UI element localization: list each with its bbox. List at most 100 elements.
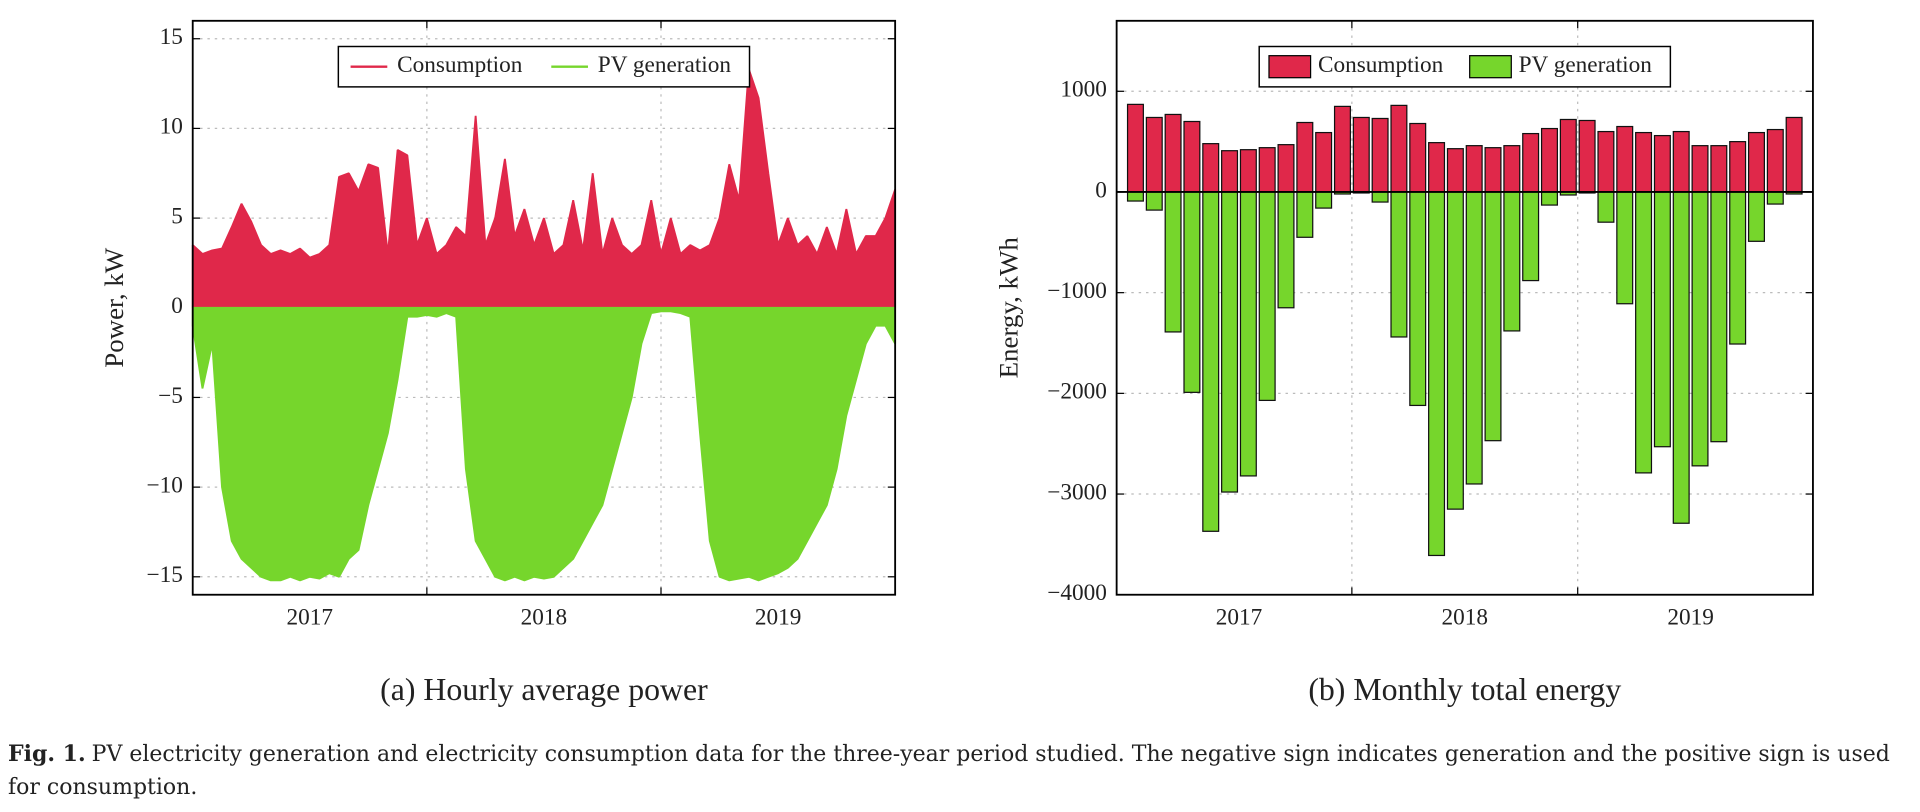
bar [1258,147,1276,193]
y-tick-label: −4000 [1047,580,1107,606]
bar [1277,191,1295,309]
bar [1578,119,1596,193]
y-tick-label: 10 [160,114,183,140]
bar [1616,125,1634,193]
bar [1503,145,1521,193]
bar [1333,105,1351,193]
bar [1239,149,1257,193]
y-tick-label: −15 [147,562,183,588]
bar [1766,191,1784,205]
area [191,306,897,582]
y-tick-label: −1000 [1047,278,1107,304]
figure: −15 −10 −5 0 5 10 15 2017 2018 2019 Consumption PV … [99,19,1814,707]
y-tick-label: 0 [1095,177,1107,203]
bar [1126,103,1144,193]
bar [1446,191,1464,510]
bar [1635,191,1653,474]
y-tick-label: −5 [158,383,183,409]
legend-swatch [1469,55,1512,79]
bar [1597,191,1615,223]
bar [1164,191,1182,333]
bar [1540,191,1558,206]
legend-label: Consumption [397,52,523,78]
bar [1239,191,1257,477]
bar [1635,131,1653,193]
area [191,68,897,309]
bar [1277,144,1295,193]
bar [1484,191,1502,442]
x-tick-label: 2017 [1216,605,1263,631]
y-tick-label: 0 [171,293,183,319]
bar [1691,191,1709,467]
bar [1747,131,1765,193]
bar [1164,113,1182,193]
bar [1409,122,1427,193]
bar [1183,191,1201,393]
bar [1221,150,1239,193]
bar [1785,116,1803,193]
bar [1428,142,1446,193]
bar [1409,191,1427,407]
y-tick-label: 15 [160,24,183,50]
y-tick-label: −2000 [1047,379,1107,405]
bar [1315,131,1333,193]
bar [1484,147,1502,193]
bar [1258,191,1276,402]
legend-label: PV generation [598,52,732,78]
bar [1371,117,1389,193]
bar [1653,134,1671,193]
legend-swatch [1268,55,1312,79]
bar [1503,191,1521,332]
bar [1729,191,1747,345]
bar [1390,191,1408,338]
x-tick-label: 2018 [1442,605,1489,631]
bar [1616,191,1634,305]
y-tick-label: −3000 [1047,479,1107,505]
bar [1710,191,1728,443]
figure-caption: Fig. 1. PV electricity generation and ele… [8,738,1912,804]
subcaption: (a) Hourly average power [380,672,708,707]
subcaption: (b) Monthly total energy [1308,672,1621,707]
bar [1653,191,1671,448]
bar [1672,191,1690,524]
bar [1597,130,1615,193]
bar [1202,143,1220,193]
bar [1296,121,1314,193]
legend-box [1258,45,1672,88]
bar [1729,141,1747,193]
bar [1559,118,1577,193]
y-axis-label: Energy, kWh [994,237,1024,379]
bar [1145,116,1163,193]
bar [1465,191,1483,485]
bar [1672,130,1690,193]
x-tick-label: 2019 [1667,605,1714,631]
bar [1145,191,1163,211]
bar [1371,191,1389,203]
bar [1522,191,1540,282]
legend-label: PV generation [1519,52,1653,78]
bar [1540,127,1558,193]
plot-frame [1115,19,1814,596]
bar [1691,145,1709,193]
bar [1710,145,1728,193]
bar [1183,120,1201,193]
caption-text: PV electricity generation and electricit… [8,742,1890,800]
bar [1315,191,1333,209]
bar [1352,116,1370,193]
bar [1446,148,1464,193]
x-tick-label: 2017 [287,605,334,631]
y-axis-label: Power, kW [99,247,129,368]
legend-box [337,45,751,88]
bar [1221,191,1239,493]
y-tick-label: 1000 [1060,77,1106,103]
bar [1202,191,1220,532]
x-tick-label: 2019 [755,605,802,631]
caption-label: Fig. 1. [8,741,86,767]
bar [1766,128,1784,193]
bar [1126,191,1144,202]
y-tick-label: −10 [147,472,183,498]
legend-label: Consumption [1318,52,1444,78]
bar [1428,191,1446,557]
bar [1522,132,1540,193]
